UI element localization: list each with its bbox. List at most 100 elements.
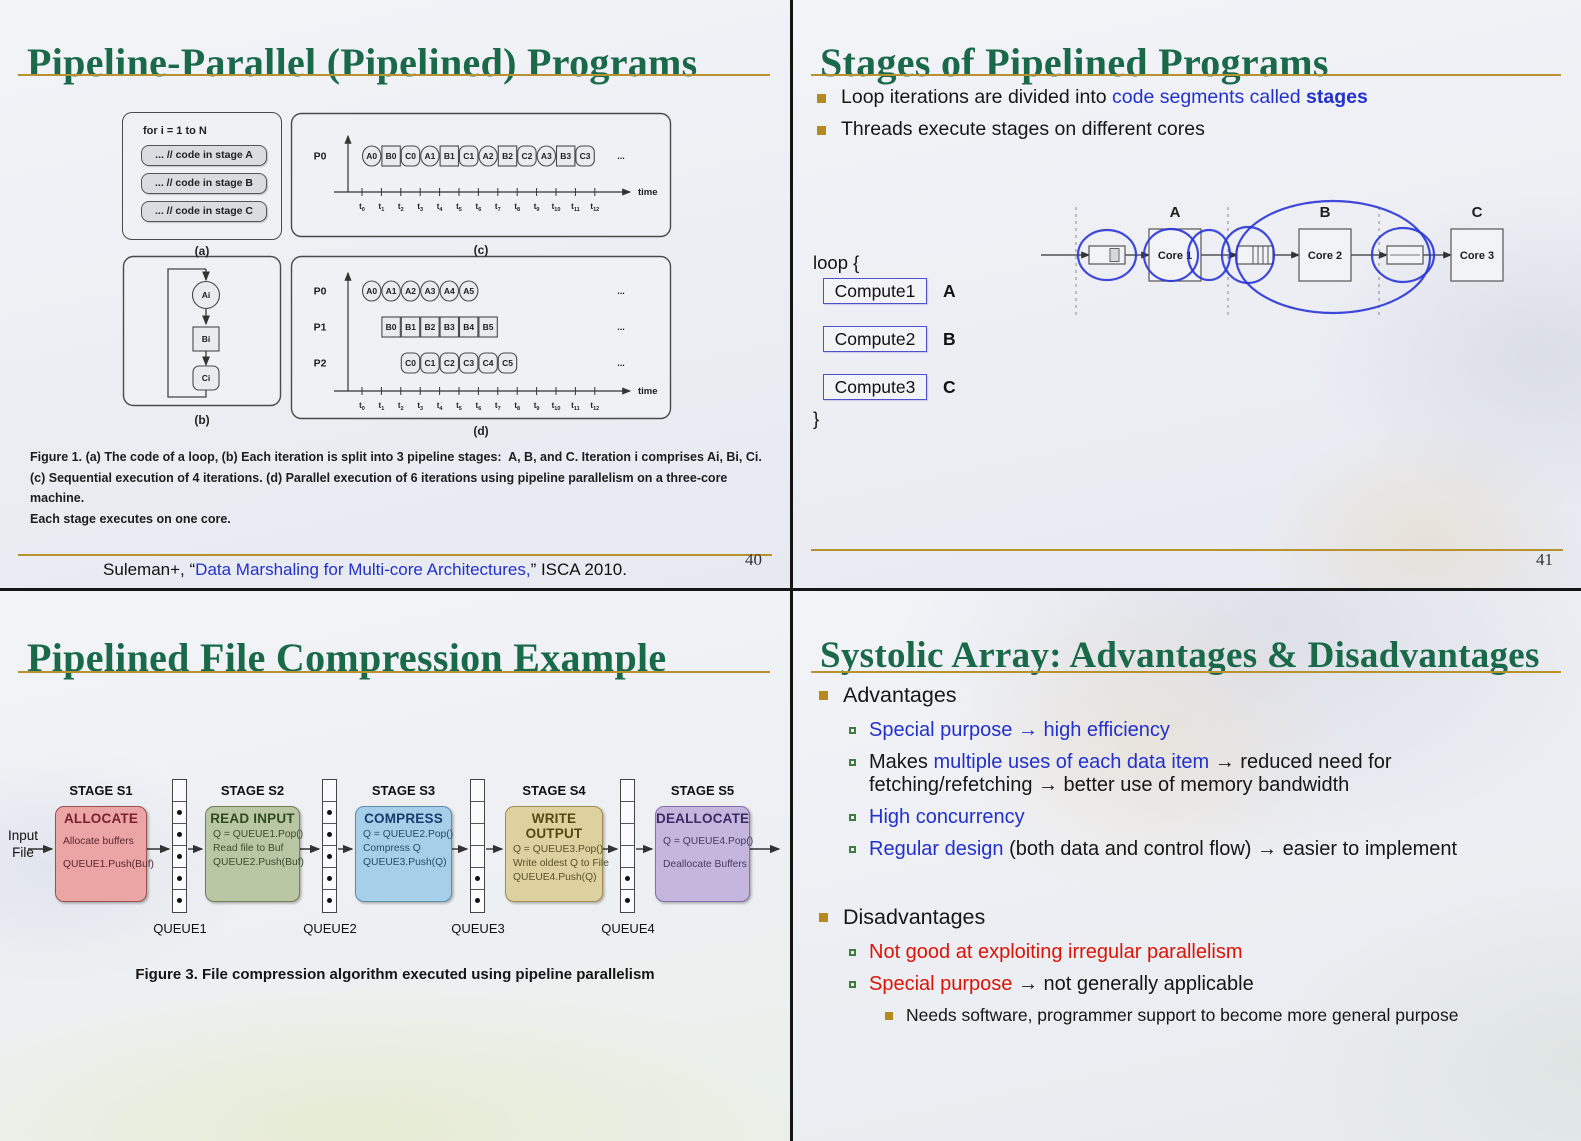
title-rule (811, 74, 1561, 76)
stage-code-line: QUEUE1.Push(Buf) (63, 859, 154, 870)
bullet-text: Not good at exploiting irregular paralle… (869, 941, 1243, 964)
slide-41-title: Stages of Pipelined Programs (820, 39, 1329, 85)
bullet-item: High concurrency (819, 806, 1575, 829)
tick-label: t11 (571, 202, 580, 213)
figure-1b: Ai Bi Ci (122, 255, 282, 407)
core-label: Core 2 (1308, 250, 1342, 262)
square-bullet-icon (885, 1012, 893, 1020)
input-file-label: Input File (0, 827, 46, 861)
sequence-item-label: C2 (444, 358, 455, 368)
queue-cell (173, 802, 186, 824)
citation-text: ” ISCA 2010. (530, 560, 627, 579)
text-segment: → reduced need for fetching/refetching →… (869, 751, 1392, 796)
ellipsis: ... (617, 358, 625, 368)
tick-label: t8 (514, 401, 520, 412)
citation-link[interactable]: Data Marshaling for Multi-core Architect… (195, 560, 531, 579)
title-rule (18, 74, 770, 76)
stage-letter-label: A (1170, 204, 1181, 221)
queue-item-dot (177, 853, 182, 859)
core-pipeline-diagram: Core 1 Core 2 Core 3 A B C (1041, 193, 1581, 323)
text-segment: → not generally applicable (1012, 973, 1254, 995)
page-number: 40 (745, 550, 762, 569)
queue-cell (323, 868, 336, 890)
queue-item-dot (625, 875, 630, 881)
figure-1c: time t0 t1 t2 t3 t4 t5 t6 t7 t8 t9 t10 t11 t12 P0 A0 B0 C… (290, 112, 672, 238)
bullet-text: Disadvantages (843, 905, 985, 930)
stage-code-line: Q = QUEUE1.Pop() (213, 829, 304, 840)
queue-cell (621, 824, 634, 846)
sequence-item-label: Bi (202, 334, 211, 344)
sequence-item-label: B1 (444, 151, 455, 161)
bullet-text: Threads execute stages on different core… (841, 118, 1205, 141)
input-file-line: Input (7, 828, 39, 843)
ellipsis: ... (617, 286, 625, 296)
sequence-item-label: C4 (483, 358, 494, 368)
figure-1d: time t0 t1 t2 t3 t4 t5 t6 t7 t8 t9 t10 t11 t12 P0 A0 A1 A… (290, 255, 672, 420)
sequence-item-label: B5 (483, 322, 494, 332)
figure-1a: for i = 1 to N ... // code in stage A ..… (122, 112, 282, 240)
stage-code-box: ... // code in stage B (141, 173, 267, 194)
tick-label: t12 (590, 401, 599, 412)
citation-text: Suleman+, “ (103, 560, 196, 579)
queue-cell (471, 780, 484, 802)
ellipsis: ... (617, 322, 625, 332)
core-label: Core 1 (1158, 250, 1192, 262)
stage-code-line: QUEUE2.Push(Buf) (213, 857, 304, 868)
stage-box: WRITE OUTPUT Q = QUEUE3.Pop() Write oldest… (505, 806, 609, 902)
stage-header: READ INPUT (210, 811, 295, 826)
processor-label: P2 (314, 358, 327, 370)
queue-cell (173, 780, 186, 802)
sequence-item-label: B4 (463, 322, 474, 332)
annotation-ellipse (1142, 227, 1200, 283)
time-axis-label: time (638, 386, 658, 397)
text-segment: Needs software, programmer support to be… (906, 1005, 1459, 1025)
sequence-item-label: A2 (405, 286, 416, 296)
text-segment: stages (1306, 86, 1368, 108)
stage-code-line: QUEUE4.Push(Q) (513, 872, 597, 883)
sequence-item-label: A0 (366, 286, 377, 296)
bullet-item: Special purpose → high efficiency (819, 719, 1575, 742)
hollow-square-bullet-icon (849, 949, 856, 956)
tick-label: t6 (476, 401, 482, 412)
figure-3-caption: Figure 3. File compression algorithm exe… (135, 966, 655, 983)
queue-bar (322, 779, 337, 913)
square-bullet-icon (819, 691, 828, 700)
sequence-item-label: A2 (483, 151, 494, 161)
compute-box: Compute1 (823, 278, 927, 304)
tick-label: t1 (379, 401, 385, 412)
text-segment: High concurrency (869, 806, 1025, 828)
compute-box: Compute3 (823, 374, 927, 400)
bullet-list: Loop iterations are divided into code se… (817, 86, 1573, 150)
sequence-item-label: Ci (202, 373, 211, 383)
sequence-item-label: B3 (560, 151, 571, 161)
figure-label-c: (c) (473, 243, 489, 257)
compression-figure: Input File STAGE S1 ALLOCATE Allocate buffer… (0, 761, 790, 1011)
queue-cell (173, 868, 186, 890)
citation: Suleman+, “Data Marshaling for Multi-cor… (0, 560, 730, 580)
sequence-item-label: C0 (405, 358, 416, 368)
queue-item-dot (475, 898, 480, 904)
sequence-item-label: C1 (424, 358, 435, 368)
square-bullet-icon (817, 126, 826, 135)
tick-label: t10 (552, 202, 561, 213)
tick-label: t10 (552, 401, 561, 412)
stage-header: COMPRESS (364, 811, 443, 826)
hollow-square-bullet-icon (849, 814, 856, 821)
stage-box: COMPRESS Q = QUEUE2.Pop() Compress Q QUEUE3… (355, 806, 454, 902)
figure-label-a: (a) (194, 244, 210, 258)
stage-title: STAGE S2 (220, 783, 285, 798)
bullet-list: Advantages Special purpose → high efficie… (819, 683, 1575, 1032)
queue-label: QUEUE4 (601, 921, 655, 936)
annotation-ellipse (1234, 199, 1432, 315)
figure-1b-svg: Ai Bi Ci (122, 255, 282, 407)
tick-label: t6 (476, 202, 482, 213)
stage-code-line: Q = QUEUE2.Pop() (363, 829, 454, 840)
sequence-item-label: A3 (541, 151, 552, 161)
tick-label: t7 (495, 202, 501, 213)
queue-label: QUEUE3 (451, 921, 505, 936)
loop-header: for i = 1 to N (143, 125, 207, 137)
bullet-item: Not good at exploiting irregular paralle… (819, 941, 1575, 964)
processor-label: P0 (314, 286, 327, 298)
stage-title: STAGE S1 (69, 783, 133, 798)
flow-arrows (28, 844, 781, 854)
